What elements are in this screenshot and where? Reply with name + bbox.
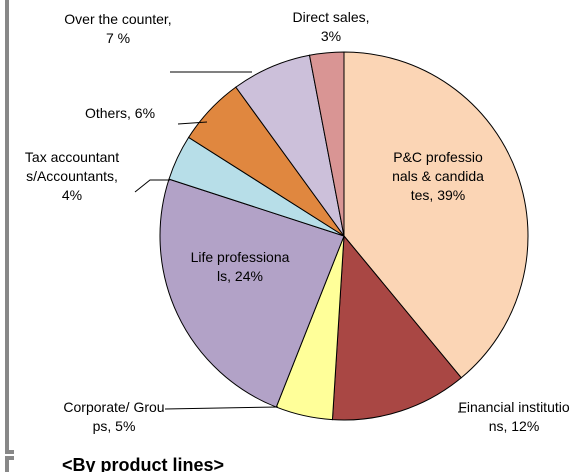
data-label: P&C professionals & candidates, 39% <box>392 149 484 203</box>
data-label: Financial institutions, 12% <box>458 399 570 434</box>
slice <box>159 178 345 408</box>
data-label: Direct sales, 3% <box>292 9 370 44</box>
frame <box>5 456 14 472</box>
leader-line <box>164 406 279 410</box>
data-label: Over the counter, 7 % <box>64 11 172 46</box>
leader-line <box>134 179 170 193</box>
slice <box>331 234 462 421</box>
caption: <By product lines> <box>62 455 225 472</box>
leader-lines <box>134 71 466 413</box>
leader-line <box>177 121 208 125</box>
slice <box>343 51 529 379</box>
slice <box>308 51 345 237</box>
frame <box>5 0 14 454</box>
pie <box>159 51 529 421</box>
data-label: Corporate/ Groups, 5% <box>63 399 165 434</box>
data-label: Others, 6% <box>84 105 156 121</box>
data-label: Life professionals, 24% <box>190 249 290 284</box>
data-label: Tax accountants/Accountants, 4% <box>24 149 120 203</box>
